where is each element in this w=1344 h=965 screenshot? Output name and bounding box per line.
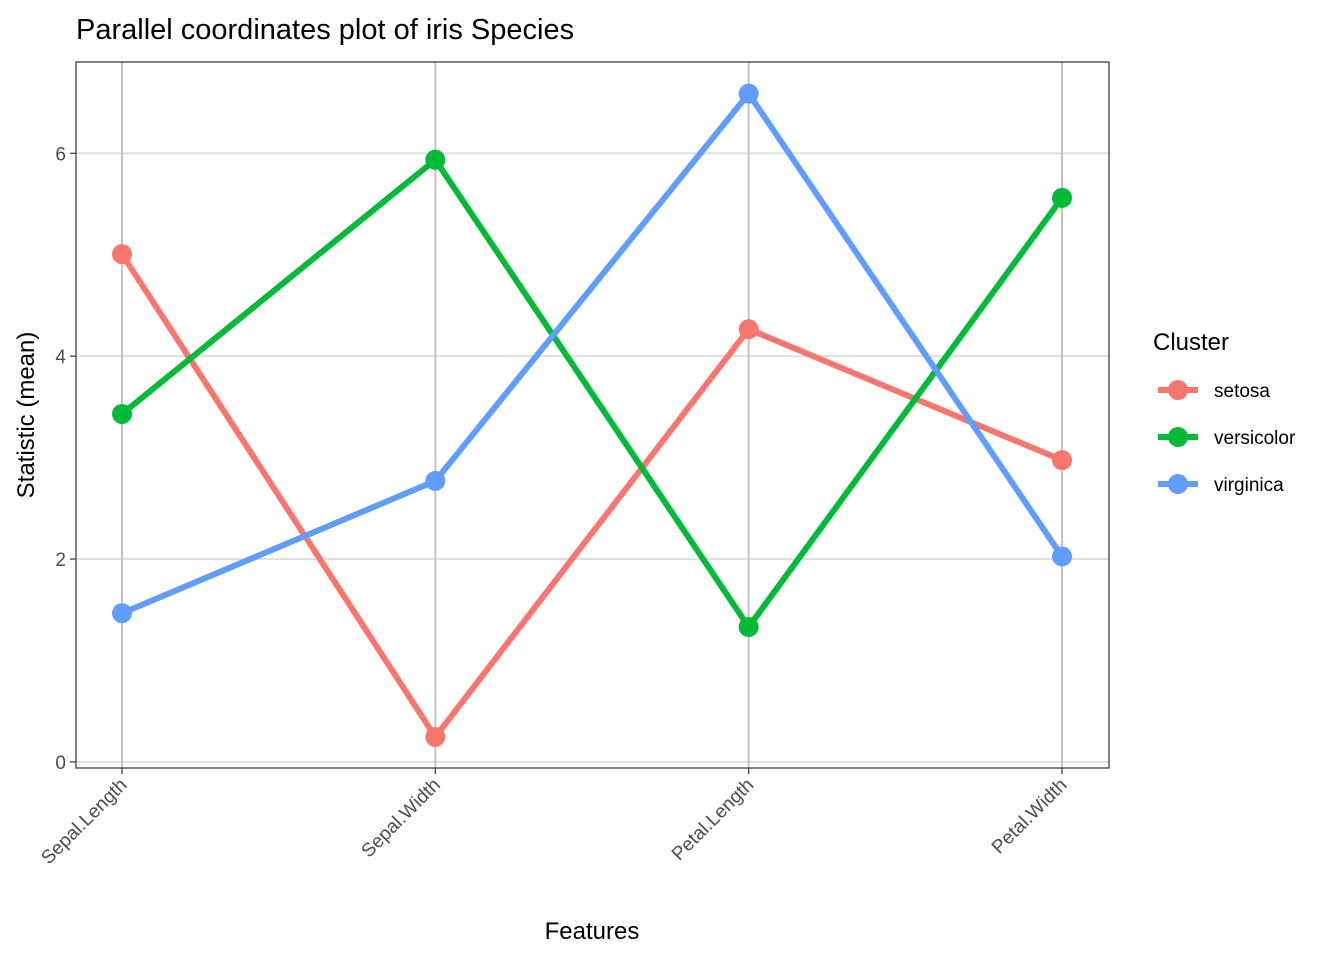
series-lines [112,83,1072,747]
legend-label: setosa [1214,381,1270,402]
legend-label: virginica [1214,475,1284,496]
x-tick-label: Sepal.Width [358,775,445,862]
data-point-virginica [112,603,132,624]
data-point-versicolor [112,403,132,424]
x-tick-label: Petal.Width [988,775,1072,859]
y-tick-label: 0 [55,753,66,774]
legend: Cluster setosa versicolor virginica [1153,329,1296,496]
x-axis-label: Features [545,918,640,945]
series-line-virginica [120,90,1065,616]
data-point-virginica [738,83,759,104]
series-line-versicolor [120,156,1065,631]
y-tick-label: 6 [55,144,66,165]
y-tick-label: 2 [55,550,66,571]
legend-key-point [1168,427,1188,447]
data-point-setosa [738,319,759,340]
series-line-setosa [119,252,1064,740]
data-point-virginica [425,470,446,491]
legend-title: Cluster [1153,329,1229,356]
data-point-versicolor [738,617,759,638]
data-point-setosa [112,244,132,265]
axes: 0 2 4 6 Sepal.Length Sepal.Width Petal.Length P… [37,144,1071,868]
data-point-setosa [1052,450,1072,471]
chart-title: Parallel coordinates plot of iris Specie… [76,14,574,46]
x-tick-label: Sepal.Length [37,775,131,869]
data-point-versicolor [425,149,446,170]
data-point-versicolor [1052,187,1072,208]
plot-panel-border [75,61,1110,769]
x-tick-label: Petal.Length [668,775,758,865]
y-axis-label: Statistic (mean) [13,332,40,499]
legend-key-point [1168,474,1188,494]
legend-key-point [1168,380,1188,400]
y-tick-label: 4 [55,347,66,368]
legend-label: versicolor [1214,428,1296,449]
data-point-virginica [1052,546,1072,567]
data-point-setosa [425,726,446,747]
